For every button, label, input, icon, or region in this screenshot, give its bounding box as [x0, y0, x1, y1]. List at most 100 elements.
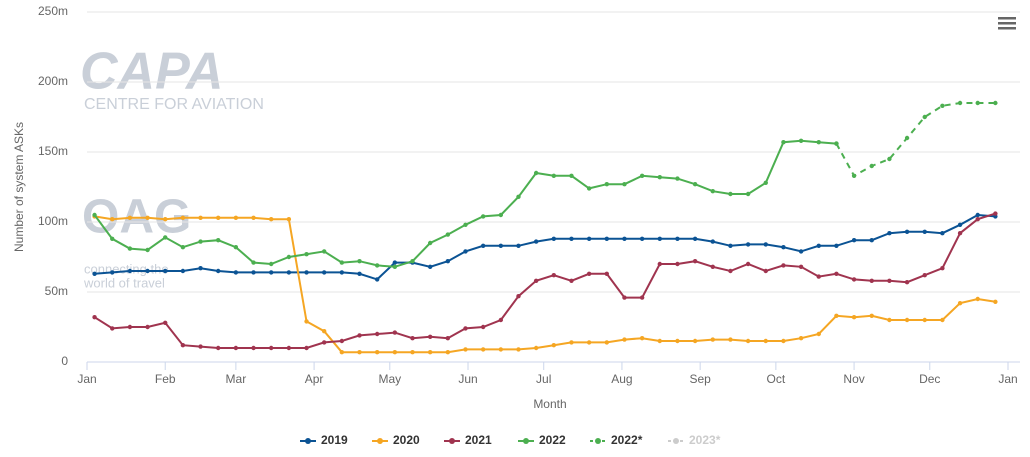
point — [869, 163, 874, 169]
point — [463, 326, 468, 331]
watermark-partner-sub: world of travel — [83, 275, 165, 290]
point — [251, 215, 256, 220]
point — [304, 345, 309, 351]
menu-bar[interactable] — [998, 17, 1016, 20]
point — [427, 240, 433, 246]
point — [321, 249, 327, 254]
point — [834, 271, 839, 276]
point — [993, 100, 998, 106]
point — [692, 338, 698, 344]
point — [374, 350, 380, 355]
point — [321, 329, 327, 334]
point — [904, 229, 910, 234]
point — [639, 173, 645, 178]
point — [304, 252, 309, 257]
series-line — [94, 213, 996, 281]
point — [516, 243, 521, 248]
point — [392, 260, 398, 265]
point — [286, 270, 292, 275]
point — [392, 330, 398, 335]
point — [657, 261, 662, 267]
point — [781, 245, 786, 250]
x-tick-label: Sep — [689, 372, 711, 386]
menu-bar[interactable] — [998, 27, 1016, 30]
point — [940, 266, 945, 271]
point — [745, 191, 751, 197]
legend-marker — [595, 438, 601, 444]
watermark-brand: CAPA — [80, 43, 223, 101]
point — [798, 138, 804, 143]
point — [816, 274, 821, 279]
point — [110, 236, 115, 241]
point — [374, 331, 380, 337]
point — [145, 324, 150, 330]
point — [392, 350, 398, 355]
point — [163, 235, 168, 240]
x-tick-label: Jul — [536, 372, 551, 386]
x-tick-label: May — [378, 372, 401, 386]
point — [922, 229, 927, 234]
point — [445, 350, 451, 355]
point — [834, 141, 839, 146]
point — [728, 191, 733, 197]
point — [198, 344, 203, 349]
point — [198, 215, 203, 220]
legend-label: 2022 — [539, 433, 566, 447]
legend-marker — [305, 438, 311, 444]
point — [233, 215, 239, 220]
point — [763, 268, 768, 274]
point — [728, 243, 733, 248]
point — [180, 343, 186, 348]
point — [710, 189, 715, 194]
point — [251, 260, 256, 265]
point — [957, 222, 963, 227]
point — [710, 337, 715, 342]
point — [904, 280, 910, 285]
point — [480, 243, 486, 248]
point — [675, 176, 680, 181]
point — [269, 261, 274, 267]
point — [163, 217, 168, 222]
point — [940, 103, 945, 109]
point — [216, 238, 221, 243]
point — [586, 236, 592, 241]
point — [286, 345, 292, 351]
legend-item[interactable]: 2019 — [300, 433, 348, 447]
point — [957, 301, 963, 306]
point — [798, 249, 804, 254]
x-tick-label: Aug — [611, 372, 632, 386]
watermark-brand-sub: CENTRE FOR AVIATION — [84, 96, 264, 113]
legend-item[interactable]: 2023* — [668, 433, 721, 447]
point — [657, 175, 662, 180]
point — [374, 263, 380, 268]
legend-marker — [377, 438, 383, 444]
legend-item[interactable]: 2022* — [590, 433, 643, 447]
point — [692, 259, 698, 264]
legend-marker — [449, 438, 455, 444]
point — [463, 249, 468, 254]
point — [286, 217, 292, 222]
point — [975, 100, 980, 106]
point — [604, 340, 609, 345]
point — [887, 231, 892, 236]
point — [410, 259, 415, 264]
point — [269, 345, 274, 351]
point — [569, 236, 574, 241]
x-tick-label: Jan — [77, 372, 96, 386]
x-tick-label: Dec — [919, 372, 940, 386]
point — [957, 100, 963, 106]
series-line — [94, 215, 996, 354]
point — [110, 217, 115, 222]
legend-item[interactable]: 2021 — [444, 433, 492, 447]
point — [251, 345, 256, 351]
legend-item[interactable]: 2020 — [372, 433, 420, 447]
legend-marker — [523, 438, 529, 444]
menu-bar[interactable] — [998, 22, 1016, 25]
menu-button[interactable] — [998, 17, 1016, 30]
point — [357, 259, 362, 264]
point — [304, 319, 309, 324]
point — [445, 259, 451, 264]
legend-item[interactable]: 2022 — [518, 433, 566, 447]
point — [339, 338, 345, 344]
